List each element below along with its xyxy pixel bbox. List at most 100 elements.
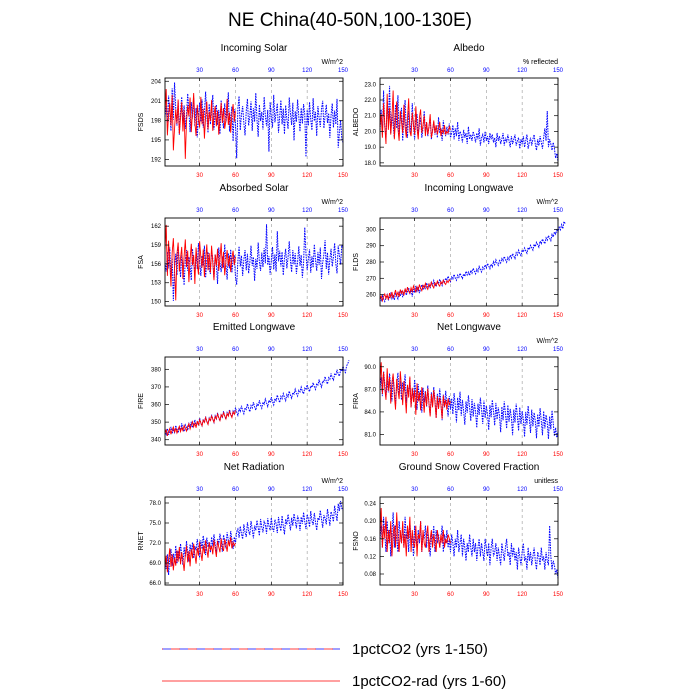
plot-frame bbox=[379, 217, 559, 307]
x-tick-label-bottom: 150 bbox=[553, 313, 564, 319]
y-axis-label: FLDS bbox=[353, 253, 360, 271]
y-axis-label: ALBEDO bbox=[353, 107, 360, 136]
figure-title: NE China(40-50N,100-130E) bbox=[228, 10, 472, 31]
plot-frame bbox=[164, 356, 344, 446]
series-line-1pctco2 bbox=[164, 360, 350, 437]
x-tick-label-top: 90 bbox=[268, 68, 275, 74]
series-line-1pctco2 bbox=[164, 500, 344, 576]
x-tick-label-bottom: 120 bbox=[517, 313, 528, 319]
y-tick-label: 192 bbox=[151, 157, 162, 163]
x-tick-label-bottom: 30 bbox=[196, 313, 203, 319]
x-tick-label-bottom: 30 bbox=[196, 452, 203, 458]
series-line-1pctco2-rad bbox=[379, 362, 451, 419]
x-tick-label-bottom: 60 bbox=[447, 173, 454, 179]
x-tick-label-top: 30 bbox=[196, 208, 203, 214]
y-tick-label: 360 bbox=[151, 403, 162, 409]
plot-frame bbox=[379, 496, 559, 586]
y-tick-label: 370 bbox=[151, 385, 162, 391]
x-tick-label-bottom: 150 bbox=[553, 592, 564, 598]
y-tick-label: 81.0 bbox=[364, 432, 376, 438]
x-tick-label-top: 30 bbox=[411, 208, 418, 214]
y-tick-label: 300 bbox=[366, 227, 377, 233]
x-tick-label-bottom: 90 bbox=[268, 592, 275, 598]
x-tick-label-top: 60 bbox=[447, 487, 454, 493]
x-tick-label-top: 120 bbox=[302, 208, 313, 214]
x-tick-label-top: 90 bbox=[483, 487, 490, 493]
x-tick-label-bottom: 60 bbox=[232, 592, 239, 598]
y-tick-label: 290 bbox=[366, 244, 377, 250]
x-tick-label-bottom: 150 bbox=[338, 452, 349, 458]
y-tick-label: 21.0 bbox=[364, 114, 376, 120]
plot-frame bbox=[164, 217, 344, 307]
x-tick-label-top: 60 bbox=[232, 487, 239, 493]
panel-units: W/m^2 bbox=[536, 199, 558, 206]
x-tick-label-bottom: 120 bbox=[302, 592, 313, 598]
series-line-1pctco2-rad bbox=[164, 89, 236, 159]
x-tick-label-bottom: 90 bbox=[483, 592, 490, 598]
y-tick-label: 340 bbox=[151, 438, 162, 444]
y-tick-label: 150 bbox=[151, 300, 162, 306]
y-tick-label: 156 bbox=[151, 262, 162, 268]
y-tick-label: 78.0 bbox=[149, 501, 161, 507]
y-tick-label: 198 bbox=[151, 118, 162, 124]
panel-units: % reflected bbox=[523, 59, 558, 66]
x-tick-label-top: 90 bbox=[268, 208, 275, 214]
x-tick-label-bottom: 30 bbox=[411, 313, 418, 319]
y-tick-label: 19.0 bbox=[364, 145, 376, 151]
x-tick-label-top: 30 bbox=[196, 487, 203, 493]
x-tick-label-top: 120 bbox=[517, 487, 528, 493]
y-tick-label: 87.0 bbox=[364, 387, 376, 393]
series-line-1pctco2-rad bbox=[164, 409, 236, 436]
y-tick-label: 162 bbox=[151, 224, 162, 230]
y-tick-label: 84.0 bbox=[364, 410, 376, 416]
x-tick-label-bottom: 90 bbox=[483, 313, 490, 319]
x-tick-label-top: 150 bbox=[553, 487, 564, 493]
x-tick-label-top: 60 bbox=[447, 347, 454, 353]
x-tick-label-top: 120 bbox=[517, 347, 528, 353]
y-tick-label: 75.0 bbox=[149, 521, 161, 527]
y-tick-label: 23.0 bbox=[364, 82, 376, 88]
y-tick-label: 0.16 bbox=[364, 537, 376, 543]
panel-title: Emitted Longwave bbox=[213, 322, 296, 333]
x-tick-label-bottom: 150 bbox=[338, 313, 349, 319]
x-tick-label-bottom: 90 bbox=[268, 313, 275, 319]
plot-frame bbox=[379, 77, 559, 167]
panel-title: Net Longwave bbox=[437, 322, 501, 333]
x-tick-label-top: 60 bbox=[447, 68, 454, 74]
x-tick-label-top: 30 bbox=[411, 487, 418, 493]
x-tick-label-bottom: 60 bbox=[232, 313, 239, 319]
x-tick-label-top: 120 bbox=[302, 68, 313, 74]
panel-title: Ground Snow Covered Fraction bbox=[399, 462, 540, 473]
x-tick-label-top: 30 bbox=[196, 68, 203, 74]
x-tick-label-top: 150 bbox=[553, 68, 564, 74]
y-axis-label: FSDS bbox=[138, 112, 145, 131]
y-tick-label: 0.20 bbox=[364, 519, 376, 525]
panel-title: Incoming Solar bbox=[221, 43, 288, 54]
x-tick-label-bottom: 90 bbox=[268, 452, 275, 458]
y-axis-label: FIRE bbox=[138, 393, 145, 409]
x-tick-label-top: 120 bbox=[517, 68, 528, 74]
y-tick-label: 270 bbox=[366, 276, 377, 282]
x-tick-label-top: 60 bbox=[232, 347, 239, 353]
y-tick-label: 201 bbox=[151, 99, 162, 105]
x-tick-label-top: 60 bbox=[232, 208, 239, 214]
y-tick-label: 0.24 bbox=[364, 502, 376, 508]
series-line-1pctco2 bbox=[164, 224, 344, 301]
x-tick-label-top: 150 bbox=[338, 68, 349, 74]
x-tick-label-top: 150 bbox=[338, 487, 349, 493]
series-line-1pctco2-rad bbox=[164, 224, 236, 301]
x-tick-label-top: 150 bbox=[338, 208, 349, 214]
legend-label-1pctco2-rad: 1pctCO2-rad (yrs 1-60) bbox=[352, 673, 506, 690]
x-tick-label-bottom: 90 bbox=[483, 173, 490, 179]
y-tick-label: 280 bbox=[366, 260, 377, 266]
x-tick-label-bottom: 150 bbox=[338, 173, 349, 179]
panel-units: W/m^2 bbox=[321, 199, 343, 206]
plot-frame bbox=[164, 496, 344, 586]
x-tick-label-top: 150 bbox=[553, 208, 564, 214]
panel-title: Net Radiation bbox=[224, 462, 285, 473]
y-tick-label: 0.08 bbox=[364, 572, 376, 578]
x-tick-label-top: 90 bbox=[268, 347, 275, 353]
y-tick-label: 66.0 bbox=[149, 581, 161, 587]
x-tick-label-bottom: 30 bbox=[411, 592, 418, 598]
